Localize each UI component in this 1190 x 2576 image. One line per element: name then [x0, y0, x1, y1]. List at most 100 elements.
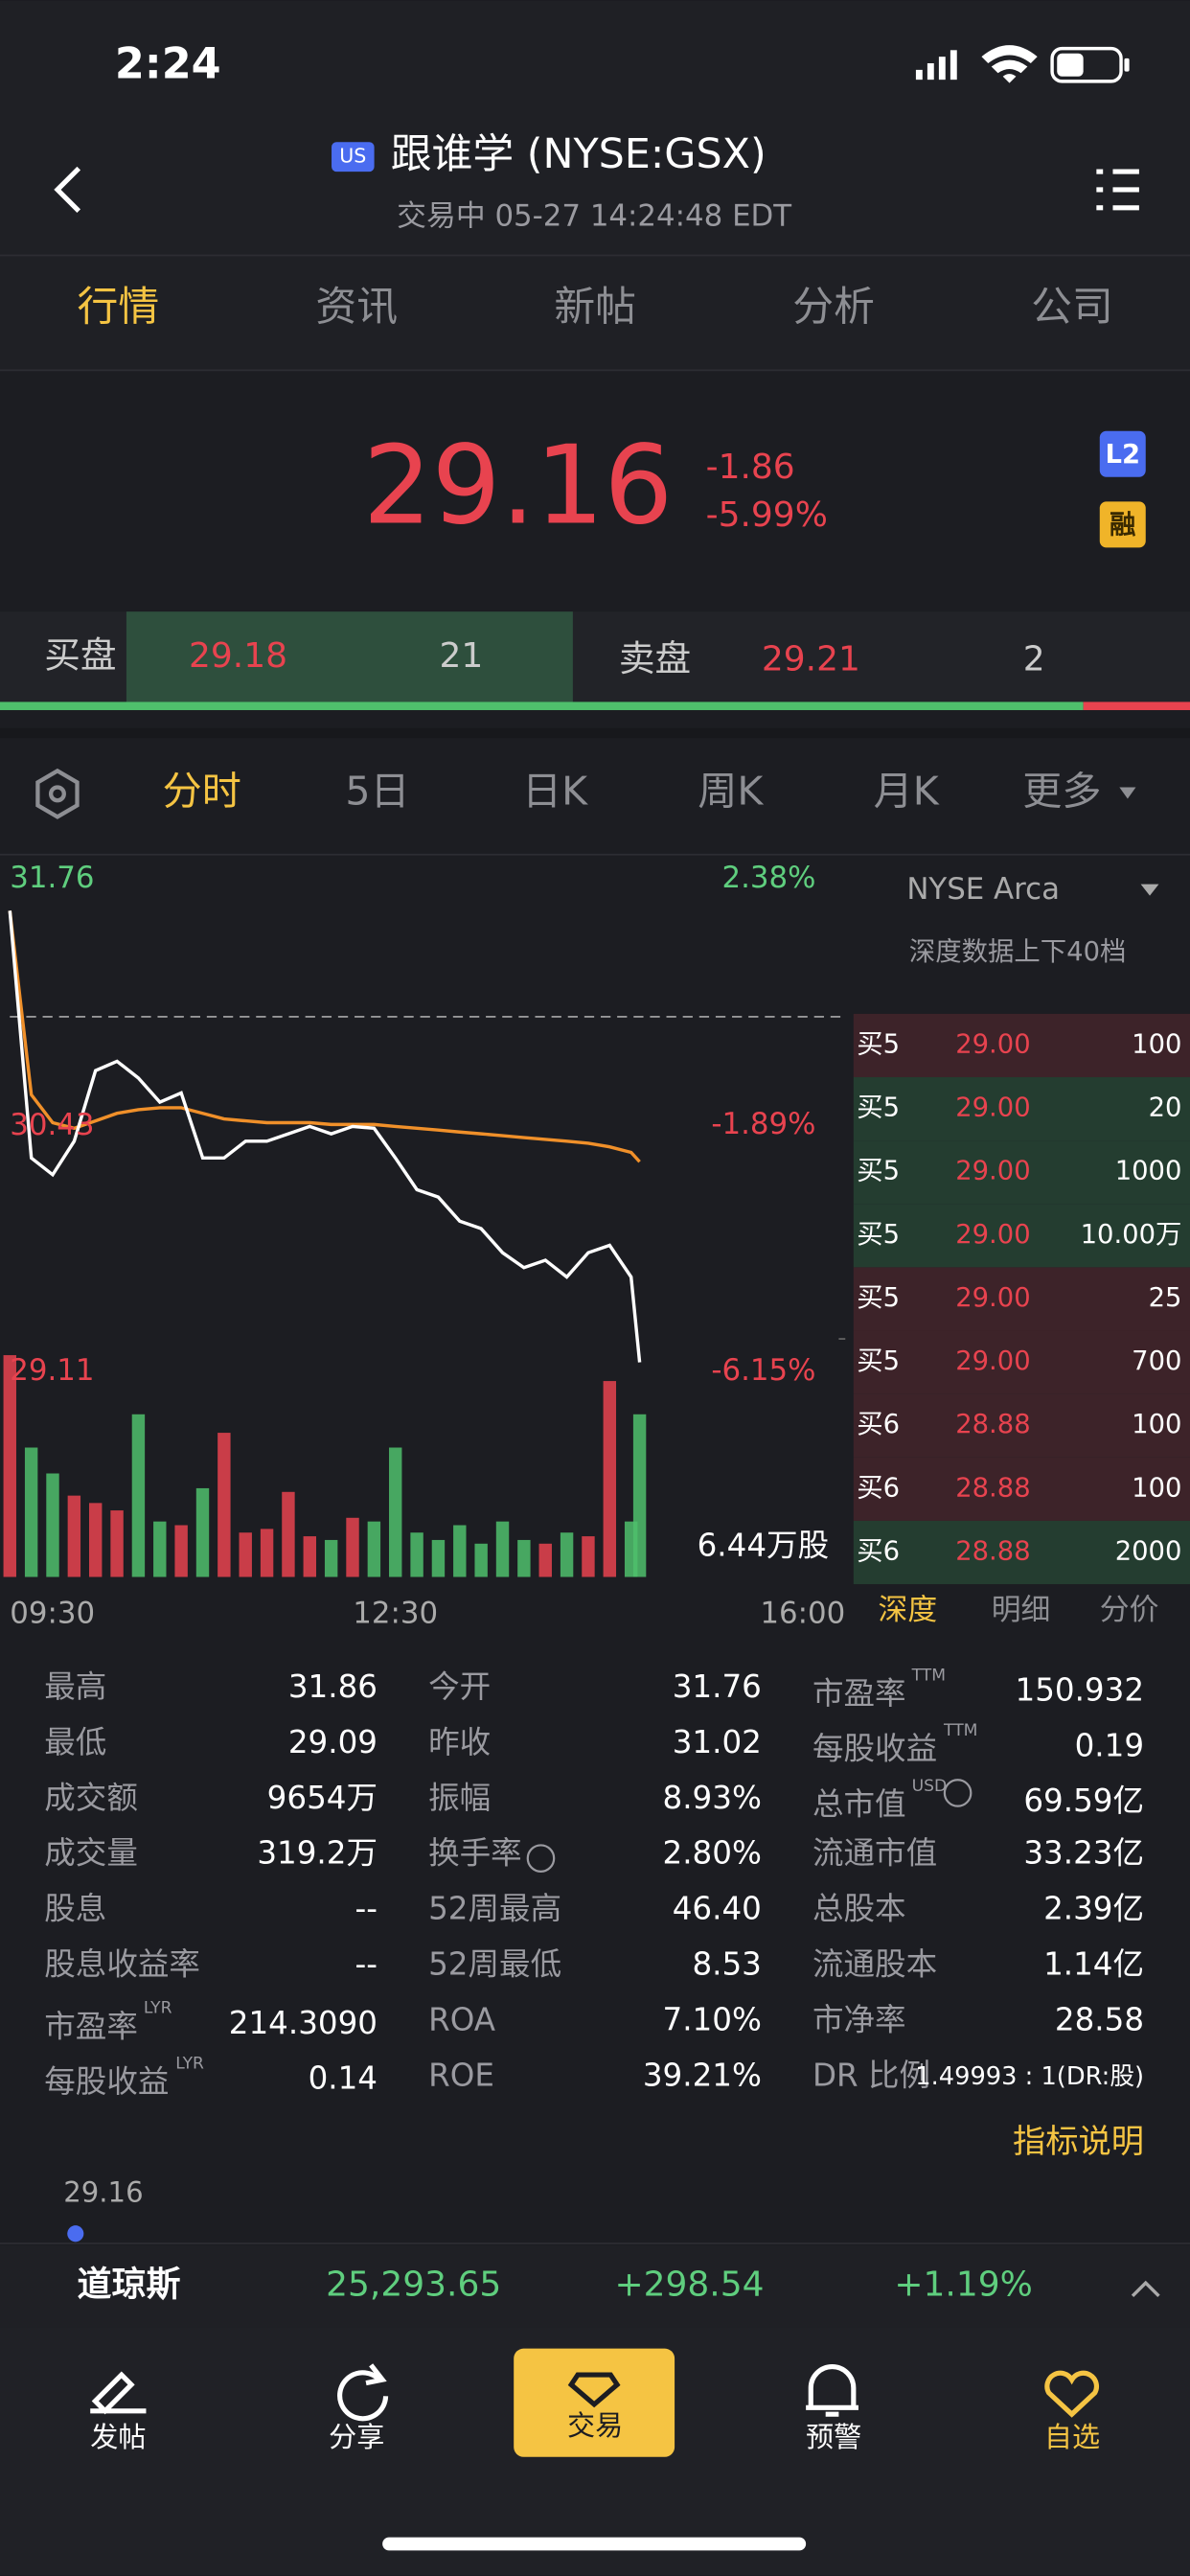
stat-value: 39.21% — [643, 2057, 762, 2093]
volume-bar — [89, 1503, 103, 1577]
dropdown-arrow — [1140, 884, 1159, 896]
book-price: 29.00 — [955, 1093, 1030, 1123]
nav-label[interactable]: 发帖 — [90, 2421, 146, 2453]
book-price: 29.00 — [955, 1346, 1030, 1376]
book-row-bg — [853, 1330, 1190, 1394]
index-bar-bg — [0, 2244, 1190, 2328]
volume-bar — [3, 1355, 16, 1577]
volume-bar — [239, 1532, 252, 1577]
y2-tick-label: -1.89% — [711, 1107, 815, 1141]
book-tab[interactable]: 明细 — [992, 1593, 1051, 1627]
price-change: -1.86 — [706, 448, 795, 487]
volume-bar — [195, 1487, 210, 1577]
volume-bar — [67, 1495, 81, 1577]
nav-label[interactable]: 分享 — [329, 2421, 384, 2453]
ask-price: 29.21 — [762, 640, 860, 679]
back-button[interactable] — [54, 166, 81, 214]
book-price: 28.88 — [955, 1410, 1030, 1439]
stat-label: 52周最高 — [428, 1891, 561, 1927]
stat-value: 28.58 — [1055, 2001, 1144, 2037]
index-name[interactable]: 道琼斯 — [78, 2266, 181, 2305]
book-size: 10.00万 — [1081, 1220, 1182, 1250]
index-change: +298.54 — [615, 2266, 765, 2305]
book-row-bg — [853, 1267, 1190, 1331]
volume-bar — [217, 1433, 231, 1577]
stat-value: 0.14 — [309, 2060, 378, 2097]
book-price: 29.00 — [955, 1157, 1030, 1186]
stat-value: 2.80% — [663, 1835, 762, 1872]
stat-label: 今开 — [428, 1668, 491, 1705]
book-tab[interactable]: 深度 — [879, 1593, 938, 1627]
volume-bar — [560, 1532, 574, 1577]
volume-bar — [538, 1543, 552, 1577]
volume-bar — [367, 1521, 381, 1577]
market-badge: US — [339, 145, 366, 168]
nav-label[interactable]: 交易 — [567, 2409, 623, 2442]
stat-label: 市净率 — [812, 2001, 906, 2037]
book-tab[interactable]: 分价 — [1100, 1593, 1159, 1627]
book-price: 29.00 — [955, 1220, 1030, 1250]
bid-bar — [126, 611, 573, 702]
menu-button[interactable] — [1096, 169, 1139, 211]
book-side: 买5 — [857, 1220, 900, 1250]
nav-label[interactable]: 预警 — [806, 2421, 861, 2453]
tab[interactable]: 新帖 — [554, 283, 636, 331]
stat-value: 31.76 — [673, 1668, 762, 1705]
spacer — [0, 727, 1190, 739]
tab[interactable]: 资讯 — [315, 283, 398, 331]
book-size: 100 — [1132, 1410, 1181, 1439]
info-icon[interactable] — [943, 1779, 973, 1807]
chart-tab[interactable]: 分时 — [163, 768, 241, 814]
info-icon[interactable] — [526, 1844, 556, 1873]
ask-size: 2 — [1023, 640, 1045, 679]
chart-tab[interactable]: 周K — [698, 768, 764, 814]
badge[interactable]: L2 — [1106, 440, 1141, 470]
stat-label: 总市值 — [812, 1786, 906, 1823]
volume-bar — [603, 1381, 617, 1577]
volume-bar — [24, 1447, 38, 1577]
stat-label: 每股收益 — [44, 2063, 169, 2100]
settings-icon[interactable] — [35, 768, 80, 819]
mini-dot — [67, 2225, 84, 2242]
book-row-bg — [853, 1393, 1190, 1458]
indicator-link[interactable]: 指标说明 — [1013, 2123, 1144, 2161]
stat-label: 换手率 — [428, 1835, 522, 1872]
book-side: 买5 — [857, 1157, 900, 1186]
tab[interactable]: 行情 — [78, 283, 160, 331]
chart-tab[interactable]: 更多 — [1022, 768, 1101, 814]
volume-bar — [389, 1447, 402, 1577]
stat-label: 市盈率 — [812, 1675, 906, 1712]
stat-sup: USD — [912, 1777, 948, 1796]
chart-tab[interactable]: 月K — [874, 768, 940, 814]
book-size: 25 — [1149, 1283, 1182, 1313]
stat-label: 最低 — [44, 1724, 106, 1760]
tab[interactable]: 公司 — [1031, 283, 1113, 331]
y-tick-label: 29.11 — [10, 1353, 94, 1388]
stat-label: 股息 — [44, 1891, 106, 1927]
book-size: 100 — [1132, 1473, 1181, 1503]
tab[interactable]: 分析 — [792, 283, 875, 331]
exchange[interactable]: NYSE Arca — [906, 872, 1060, 907]
nav-icons — [90, 2363, 1099, 2422]
expand-icon[interactable] — [1131, 2280, 1160, 2298]
volume-bar — [582, 1536, 595, 1577]
book-size: 2000 — [1115, 1536, 1182, 1566]
badge[interactable]: 融 — [1110, 511, 1135, 540]
stat-label: ROA — [428, 2001, 495, 2037]
stat-value: -- — [355, 1891, 378, 1927]
home-indicator — [382, 2537, 807, 2551]
stat-value: 214.3090 — [229, 2005, 378, 2041]
book-size: 700 — [1132, 1346, 1181, 1376]
stat-sup: LYR — [144, 1999, 172, 2018]
stat-label: 成交量 — [44, 1835, 138, 1872]
book-row-bg — [853, 1520, 1190, 1585]
book-side: 买5 — [857, 1029, 900, 1059]
nav-label[interactable]: 自选 — [1044, 2421, 1100, 2453]
chart-tab[interactable]: 日K — [522, 768, 588, 814]
y-tick-label: 31.76 — [10, 861, 94, 895]
stat-value: 31.02 — [673, 1724, 762, 1760]
volume-bar — [174, 1525, 188, 1577]
chart-tab[interactable]: 5日 — [345, 768, 409, 814]
avg-price-line — [8, 910, 641, 1163]
